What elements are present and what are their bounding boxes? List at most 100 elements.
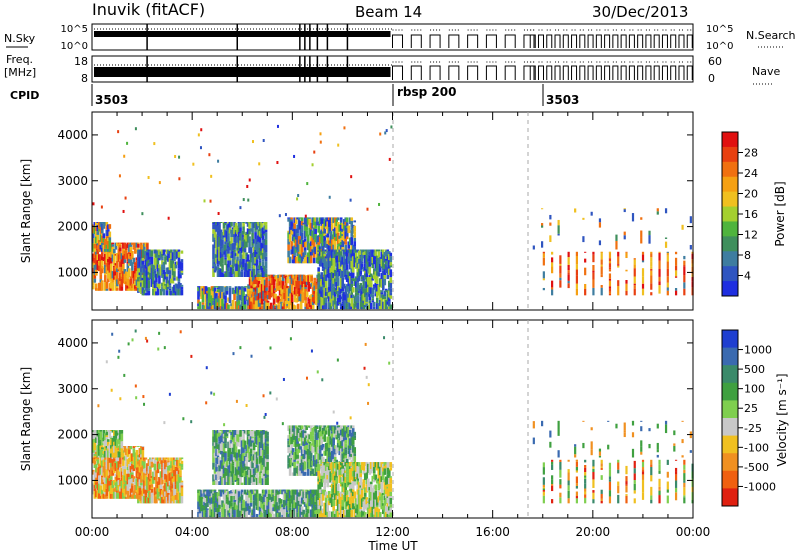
echo-cell	[299, 470, 302, 476]
echo-cell	[345, 257, 349, 265]
echo-cell	[245, 451, 248, 454]
echo-cell	[377, 462, 381, 469]
echo-cell	[105, 435, 109, 437]
echo-cell	[215, 430, 218, 435]
echo-cell	[92, 483, 95, 489]
echo-cell	[326, 502, 329, 506]
echo-cell	[287, 250, 290, 258]
echo-cell	[218, 236, 221, 246]
echo-cell	[96, 492, 100, 499]
echo-cell	[231, 430, 235, 432]
echo-cell	[600, 251, 603, 253]
echo-cell	[348, 230, 352, 233]
echo-cell	[170, 260, 173, 269]
echo-cell	[288, 461, 292, 465]
echo-cell	[117, 278, 121, 285]
echo-cell	[341, 249, 345, 252]
echo-cell	[131, 453, 134, 462]
echo-cell	[204, 497, 208, 504]
echo-cell	[219, 510, 223, 513]
echo-cell	[233, 437, 236, 445]
echo-cell	[236, 441, 239, 447]
echo-cell	[272, 493, 275, 495]
echo-cell	[231, 229, 235, 238]
echo-cell	[215, 463, 218, 468]
echo-cell	[294, 445, 298, 452]
echo-cell	[330, 425, 334, 430]
echo-cell	[360, 279, 364, 282]
echo-cell	[332, 244, 335, 253]
echo-cell	[307, 275, 310, 284]
echo-cell	[207, 306, 211, 310]
echo-cell	[362, 462, 366, 464]
echo-cell	[344, 509, 348, 511]
echo-cell	[336, 252, 340, 254]
echo-cell	[339, 496, 343, 505]
echo-cell	[318, 497, 322, 506]
echo-cell	[170, 477, 173, 486]
echo-cell	[299, 489, 302, 491]
echo-cell	[299, 462, 302, 468]
echo-cell	[377, 495, 381, 503]
echo-cell	[113, 462, 116, 470]
echo-cell	[242, 430, 245, 432]
echo-cell	[228, 508, 232, 513]
freq-pulse	[645, 65, 652, 80]
echo-cell	[131, 478, 134, 484]
echo-cell	[254, 430, 257, 432]
echo-cell	[116, 439, 119, 448]
echo-cell	[101, 477, 104, 485]
echo-cell	[138, 278, 142, 281]
echo-cell	[125, 284, 128, 291]
echo-cell	[305, 230, 308, 237]
echo-cell	[291, 454, 295, 463]
echo-cell	[384, 494, 388, 499]
nsearch-tick-top: 10^5	[706, 24, 733, 35]
echo-cell	[278, 298, 282, 301]
echo-cell	[297, 464, 301, 470]
echo-cell	[137, 473, 140, 478]
echo-cell	[135, 449, 139, 458]
echo-cell	[257, 293, 261, 300]
nsky-pulse	[645, 34, 652, 48]
echo-cell	[372, 479, 376, 483]
echo-cell	[173, 489, 176, 496]
echo-cell	[263, 511, 266, 518]
echo-cell	[150, 457, 154, 462]
echo-cell	[311, 493, 314, 498]
echo-cell	[255, 468, 259, 473]
echo-cell	[567, 283, 570, 289]
echo-cell	[138, 261, 142, 267]
echo-cell	[257, 225, 260, 228]
echo-cell	[102, 439, 106, 442]
echo-cell	[314, 433, 317, 440]
echo-cell	[245, 445, 248, 452]
echo-cell	[312, 504, 316, 512]
echo-cell	[243, 233, 247, 240]
echo-cell	[318, 431, 322, 440]
echo-cell	[311, 163, 314, 167]
freq-pulse	[579, 65, 586, 80]
echo-cell	[592, 270, 595, 273]
echo-cell	[198, 489, 202, 491]
echo-cell	[96, 459, 100, 465]
echo-cell	[167, 216, 170, 220]
nsky-pulse	[410, 34, 422, 48]
echo-cell	[368, 266, 372, 276]
echo-cell	[293, 242, 296, 246]
echo-cell	[92, 285, 95, 290]
echo-cell	[219, 258, 223, 267]
echo-cell	[381, 270, 385, 280]
echo-cell	[305, 291, 309, 298]
echo-cell	[101, 448, 104, 456]
echo-cell	[93, 448, 97, 451]
echo-cell	[156, 264, 160, 268]
echo-cell	[264, 509, 268, 518]
echo-cell	[359, 496, 363, 502]
echo-cell	[236, 505, 239, 510]
echo-cell	[213, 512, 217, 518]
echo-cell	[204, 510, 208, 513]
echo-cell	[224, 257, 227, 260]
echo-cell	[299, 500, 302, 505]
echo-cell	[287, 450, 290, 453]
